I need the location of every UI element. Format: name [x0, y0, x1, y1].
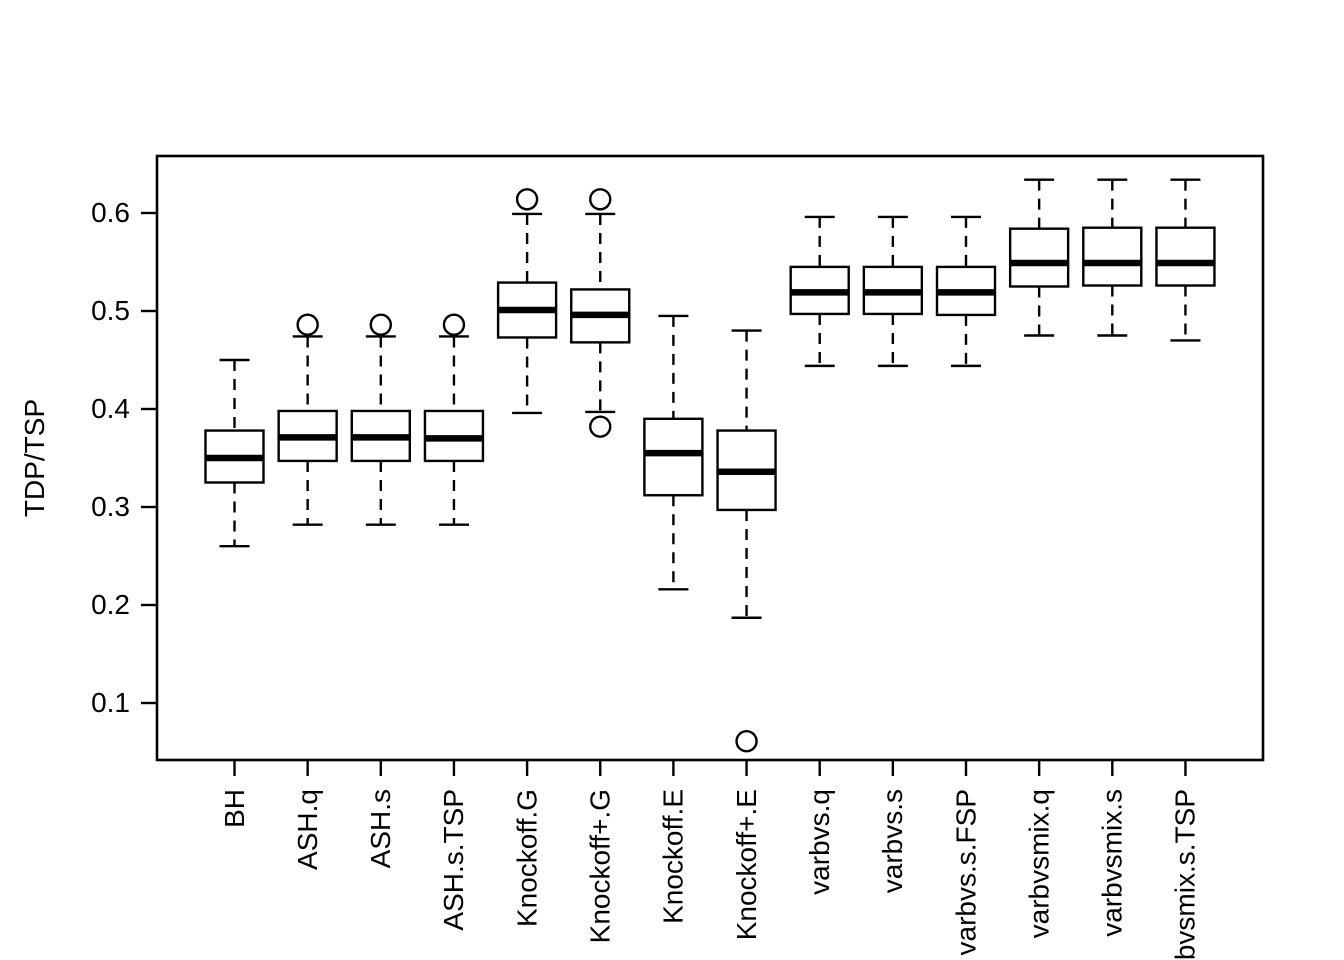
- y-axis: 0.1 0.2 0.3 0.4 0.5 0.6: [91, 197, 157, 718]
- y-axis-tick-label: 0.1: [91, 687, 130, 718]
- x-axis-tick-label: varbvsmix.s.TSP: [1170, 789, 1201, 960]
- iqr-box: [1082, 226, 1143, 287]
- x-axis-tick-label: ASH.s: [365, 789, 396, 868]
- y-axis-tick-label: 0.6: [91, 197, 130, 228]
- box-Knockoff.E: [643, 314, 704, 591]
- x-axis-tick-label: ASH.q: [292, 789, 323, 870]
- box-varbvsmix.s.TSP: [1155, 178, 1216, 342]
- outlier-point: [442, 313, 466, 336]
- outlier-point: [515, 188, 539, 211]
- box-varbvs.q: [789, 215, 850, 368]
- box-Knockoff+.G: [570, 188, 631, 438]
- boxes-layer: [204, 178, 1216, 753]
- box-varbvs.s.FSP: [935, 215, 997, 368]
- plot-border: [155, 154, 1265, 762]
- x-axis-tick-label: varbvs.q: [804, 789, 835, 895]
- x-axis: BH ASH.q ASH.s ASH.s.TSP Knockoff.G Knockoff+…: [219, 760, 1201, 960]
- y-axis-tick-label: 0.4: [91, 393, 130, 424]
- box-varbvs.s: [862, 215, 924, 368]
- x-axis-tick-label: Knockoff.E: [658, 789, 689, 924]
- iqr-box: [643, 417, 704, 497]
- y-axis-tick-label: 0.3: [91, 491, 130, 522]
- box-varbvsmix.q: [1008, 178, 1070, 337]
- x-axis-tick-label: varbvs.s: [877, 789, 908, 893]
- outlier-point: [296, 313, 319, 336]
- x-axis-tick-label: Knockoff.G: [511, 789, 542, 927]
- x-axis-tick-label: varbvs.s.FSP: [950, 789, 981, 955]
- outlier-point: [589, 415, 612, 438]
- x-axis-tick-label: varbvsmix.s: [1097, 789, 1128, 937]
- x-axis-tick-label: BH: [219, 789, 250, 828]
- box-BH: [204, 358, 265, 548]
- y-axis-title: TDP/TSP: [19, 399, 50, 517]
- iqr-box: [1155, 226, 1216, 287]
- y-axis-tick-label: 0.5: [91, 295, 130, 326]
- box-ASH.s.TSP: [423, 313, 485, 526]
- x-axis-tick-label: Knockoff+.E: [731, 789, 762, 940]
- x-axis-tick-label: ASH.s.TSP: [438, 789, 469, 931]
- box-varbvsmix.s: [1082, 178, 1143, 337]
- x-axis-tick-label: Knockoff+.G: [584, 789, 615, 943]
- y-axis-tick-label: 0.2: [91, 589, 130, 620]
- box-ASH.q: [277, 313, 338, 526]
- box-ASH.s: [350, 313, 411, 526]
- iqr-box: [1008, 227, 1070, 288]
- outlier-point: [589, 188, 612, 211]
- outlier-point: [369, 313, 392, 336]
- outlier-point: [735, 730, 758, 753]
- x-axis-tick-label: varbvsmix.q: [1023, 789, 1054, 938]
- box-Knockoff.G: [496, 188, 558, 415]
- box-Knockoff+.E: [716, 329, 777, 753]
